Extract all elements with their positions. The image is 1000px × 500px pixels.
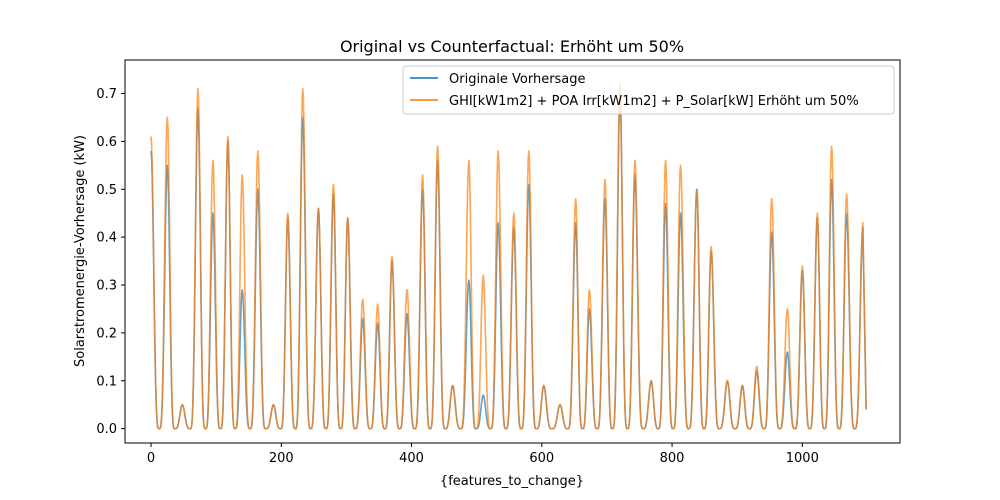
x-tick-label: 800 [660,451,685,466]
legend: Originale Vorhersage GHI[kW1m2] + POA Ir… [402,65,895,115]
x-tick-label: 200 [269,451,294,466]
x-axis-ticks: 0 200 400 600 800 1000 [147,443,819,466]
chart-title: Original vs Counterfactual: Erhöht um 50… [340,37,684,56]
series-line-1 [150,83,867,430]
x-tick-label: 400 [399,451,424,466]
y-axis-title: Solarstromenergie-Vorhersage (kW) [73,135,88,367]
y-tick-label: 0.4 [96,231,117,246]
y-tick-label: 0.3 [96,279,117,294]
y-axis-ticks: 0.0 0.1 0.2 0.3 0.4 0.5 0.6 0.7 [96,87,125,437]
legend-label-counterfactual: GHI[kW1m2] + POA Irr[kW1m2] + P_Solar[kW… [449,94,859,109]
x-tick-label: 0 [147,451,155,466]
x-axis-title: {features_to_change} [440,474,584,489]
axes-frame [124,59,901,444]
y-tick-label: 0.2 [96,326,117,341]
y-tick-label: 0.5 [96,183,117,198]
legend-box [402,65,895,115]
x-tick-label: 600 [529,451,554,466]
plot-area [124,59,901,444]
y-tick-label: 0.1 [96,374,117,389]
y-tick-label: 0.7 [96,87,117,102]
legend-label-original: Originale Vorhersage [449,72,586,87]
y-tick-label: 0.6 [96,135,117,150]
y-tick-label: 0.0 [96,422,117,437]
series-layer [150,83,867,430]
x-tick-label: 1000 [786,451,819,466]
